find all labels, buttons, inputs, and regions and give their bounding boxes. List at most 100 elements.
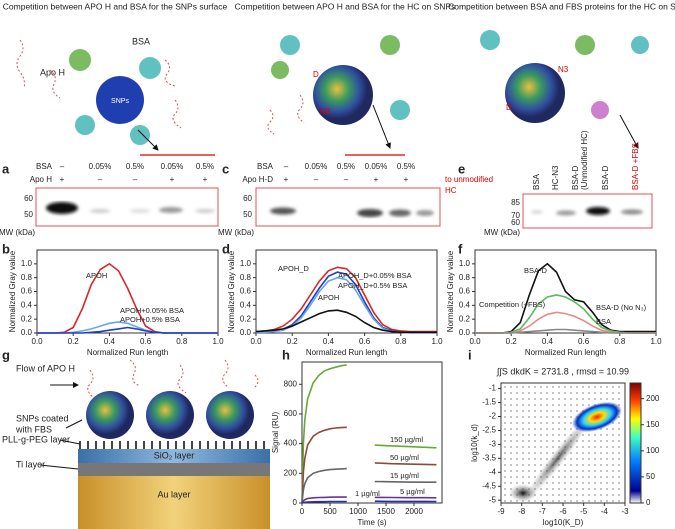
grid-dot [570,464,572,466]
grid-dot [504,416,506,418]
grid-dot [522,482,524,484]
grid-dot [564,464,566,466]
panel-letter: c [222,161,229,176]
gel-cell: + [284,175,289,184]
grid-dot [534,386,536,388]
grid-dot [600,476,602,478]
gel-cell: 0.5% [126,162,144,171]
diagram-label: SiO₂ layer [154,450,195,460]
grid-dot [522,428,524,430]
grid-dot [510,458,512,460]
grid-dot [582,440,584,442]
grid-dot [552,482,554,484]
x-tick-label: 0.6 [578,337,590,346]
grid-dot [546,422,548,424]
grid-dot [516,440,518,442]
grid-dot [516,398,518,400]
grid-dot [522,416,524,418]
mw-label: 50 [24,210,33,219]
header: Competition between APO H and BSA for th… [3,1,228,11]
grid-dot [618,494,620,496]
grid-dot [516,476,518,478]
grid-dot [618,488,620,490]
x-tick-label: 0.4 [323,337,335,346]
y-tick-label: 0.2 [459,314,471,323]
grid-dot [516,458,518,460]
grid-dot [576,458,578,460]
gel-cell: + [374,175,379,184]
x-tick-label: 0.4 [542,337,554,346]
y-tick-label: -3 [489,440,497,449]
grid-dot [582,500,584,502]
grid-dot [516,386,518,388]
grid-dot [564,500,566,502]
gel-row-label: BSA [36,162,53,171]
grid-dot [540,422,542,424]
series-label: APOH_D+0.5% BSA [338,281,407,290]
grid-dot [558,500,560,502]
grid-dot [612,500,614,502]
grid-dot [606,446,608,448]
grid-dot [510,422,512,424]
lane-label: (Unmodified HC) [580,130,589,190]
y-tick-label: -4 [489,467,497,476]
series-label: APOH_D+0.05% BSA [338,271,412,280]
x-tick-label: -6 [559,507,567,516]
grid-dot [552,386,554,388]
grid-dot [504,392,506,394]
series-label: 150 µg/ml [390,435,423,444]
gel-row-label: Apo H [30,175,52,184]
schematic [16,30,649,151]
x-tick-label: 1000 [349,507,367,516]
grid-dot [522,470,524,472]
y-axis-label: Normalized Gray value [446,250,455,332]
y-tick-label: 1.0 [240,259,252,268]
grid-dot [576,446,578,448]
grid-dot [618,452,620,454]
panel-letter: e [458,161,465,176]
grid-dot [582,470,584,472]
grid-dot [606,482,608,484]
schematic-label: D [506,103,512,112]
gel-cell: – [98,175,103,184]
grid-dot [606,458,608,460]
gel-frame [255,187,441,227]
x-axis-label: Normalized Run length [87,348,168,357]
grid-dot [546,458,548,460]
grid-dot [504,446,506,448]
lane-label: BSA-D [601,165,610,190]
grid-dot [546,446,548,448]
schematic-label: N3 [320,107,331,116]
grid-dot [588,446,590,448]
grid-dot [600,482,602,484]
chart-title: ∫∫S dkdK = 2731.8 , rmsd = 10.99 [496,366,629,376]
grid-dot [540,446,542,448]
y-tick-label: 0 [293,498,298,507]
grid-dot [516,428,518,430]
grid-dot [510,398,512,400]
grid-dot [576,410,578,412]
series-label: APOH+0.5% BSA [120,315,180,324]
mw-axis-label: MW (kDa) [218,228,254,237]
x-axis-label: Normalized Run length [306,348,387,357]
grid-dot [612,494,614,496]
grid-dot [606,488,608,490]
gel-cell: – [284,162,289,171]
grid-dot [594,470,596,472]
diagram-label: with FBS [15,424,52,434]
grid-dot [522,410,524,412]
grid-dot [588,404,590,406]
y-tick-label: 1.0 [459,259,471,268]
grid-dot [534,410,536,412]
series-label: APOH [318,293,339,302]
grid-dot [546,482,548,484]
grid-dot [564,476,566,478]
grid-dot [522,434,524,436]
grid-dot [540,434,542,436]
grid-dot [504,476,506,478]
grid-dot [546,392,548,394]
grid-dot [528,416,530,418]
y-tick-label: -1.5 [482,398,496,407]
grid-dot [582,458,584,460]
gel-note: HC [445,186,457,195]
